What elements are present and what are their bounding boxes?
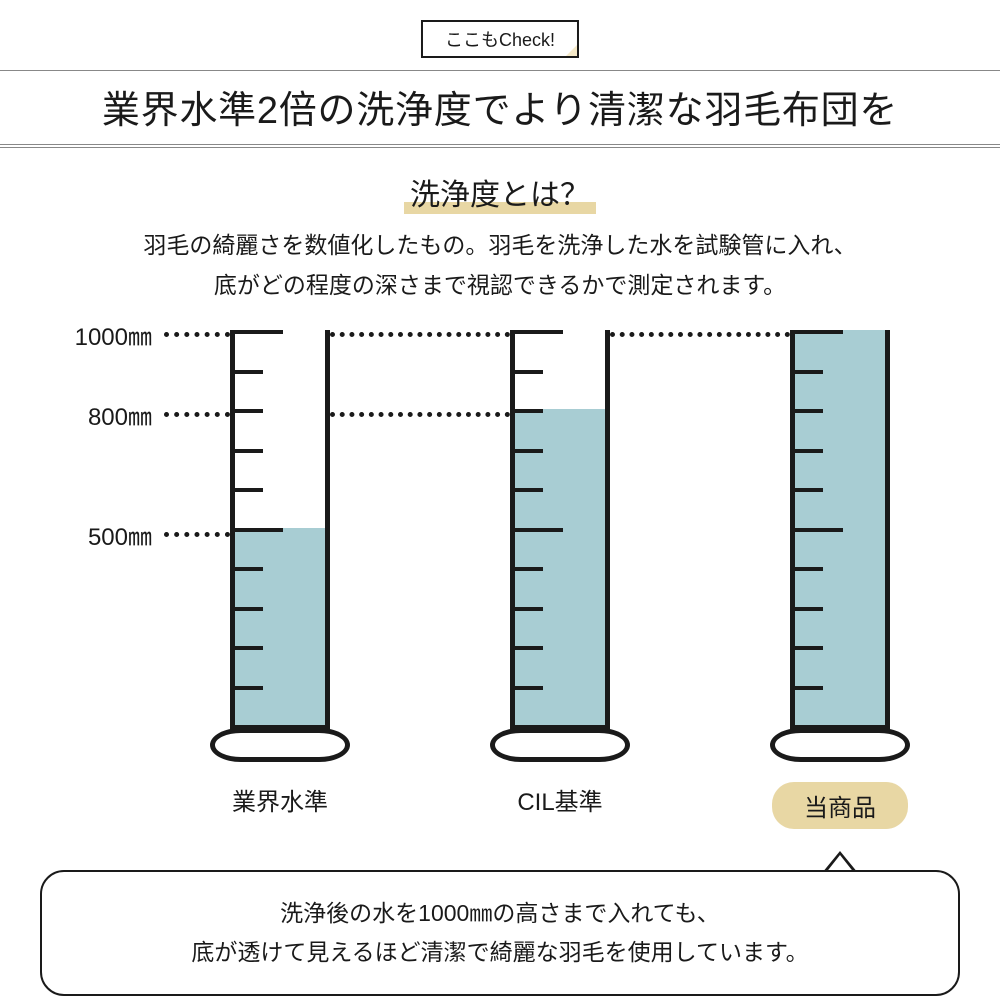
callout-line2: 底が透けて見えるほど清潔で綺麗な羽毛を使用しています。 xyxy=(191,939,808,965)
tick xyxy=(235,686,263,690)
tick xyxy=(795,409,823,413)
callout-box: 洗浄後の水を1000㎜の高さまで入れても、 底が透けて見えるほど清潔で綺麗な羽毛… xyxy=(40,870,960,996)
tick xyxy=(795,330,843,334)
dotted-line xyxy=(610,332,790,337)
tube-label-product: 当商品 xyxy=(770,782,910,829)
dotted-line xyxy=(330,332,510,337)
chart-area: 1000㎜800㎜500㎜業界水準CIL基準当商品 xyxy=(0,330,1000,810)
tick xyxy=(515,607,543,611)
description-line2: 底がどの程度の深さまで視認できるかで測定されます。 xyxy=(214,272,786,298)
tick xyxy=(235,567,263,571)
tick xyxy=(235,330,283,334)
tick xyxy=(515,370,543,374)
tick xyxy=(795,607,823,611)
tick xyxy=(235,607,263,611)
tube-ticks xyxy=(235,330,325,725)
callout-line1: 洗浄後の水を1000㎜の高さまで入れても、 xyxy=(280,900,720,926)
tick xyxy=(235,409,263,413)
tube-body xyxy=(230,330,330,730)
tick xyxy=(515,488,543,492)
tick xyxy=(235,370,263,374)
tube-label-cil: CIL基準 xyxy=(490,782,630,817)
tube-ticks xyxy=(515,330,605,725)
tick xyxy=(515,686,543,690)
tube-ticks xyxy=(795,330,885,725)
tick xyxy=(515,330,563,334)
tick xyxy=(795,488,823,492)
tube-body xyxy=(510,330,610,730)
tube-label-industry: 業界水準 xyxy=(210,782,350,817)
check-badge-text: ここもCheck! xyxy=(445,30,555,50)
dotted-line xyxy=(164,412,230,417)
dotted-line xyxy=(164,532,230,537)
highlight-pill: 当商品 xyxy=(772,782,908,829)
tube-body xyxy=(790,330,890,730)
tick xyxy=(235,528,283,532)
tick xyxy=(235,646,263,650)
dotted-line xyxy=(330,412,510,417)
tube-industry: 業界水準 xyxy=(230,330,330,817)
tick xyxy=(515,409,543,413)
tube-cil: CIL基準 xyxy=(510,330,610,817)
tick xyxy=(795,686,823,690)
y-axis-label: 500㎜ xyxy=(88,517,152,552)
tick xyxy=(515,528,563,532)
tick xyxy=(795,567,823,571)
tick xyxy=(235,449,263,453)
tick xyxy=(795,646,823,650)
tick xyxy=(515,646,543,650)
description: 羽毛の綺麗さを数値化したもの。羽毛を洗浄した水を試験管に入れ、 底がどの程度の深… xyxy=(0,225,1000,306)
tick xyxy=(515,567,543,571)
tube-base xyxy=(770,728,910,762)
tube-base xyxy=(210,728,350,762)
tick xyxy=(795,528,843,532)
subtitle-wrap: 洗浄度とは？ xyxy=(410,170,590,214)
tick xyxy=(235,488,263,492)
tick xyxy=(795,449,823,453)
subtitle: 洗浄度とは？ xyxy=(410,170,590,214)
y-axis-label: 800㎜ xyxy=(88,397,152,432)
y-axis-label: 1000㎜ xyxy=(75,317,152,352)
tube-base xyxy=(490,728,630,762)
page-title: 業界水準2倍の洗浄度でより清潔な羽毛布団を xyxy=(0,70,1000,148)
dotted-line xyxy=(164,332,230,337)
tick xyxy=(515,449,543,453)
description-line1: 羽毛の綺麗さを数値化したもの。羽毛を洗浄した水を試験管に入れ、 xyxy=(143,232,856,258)
tube-product: 当商品 xyxy=(790,330,890,829)
tick xyxy=(795,370,823,374)
check-badge: ここもCheck! xyxy=(421,20,579,58)
